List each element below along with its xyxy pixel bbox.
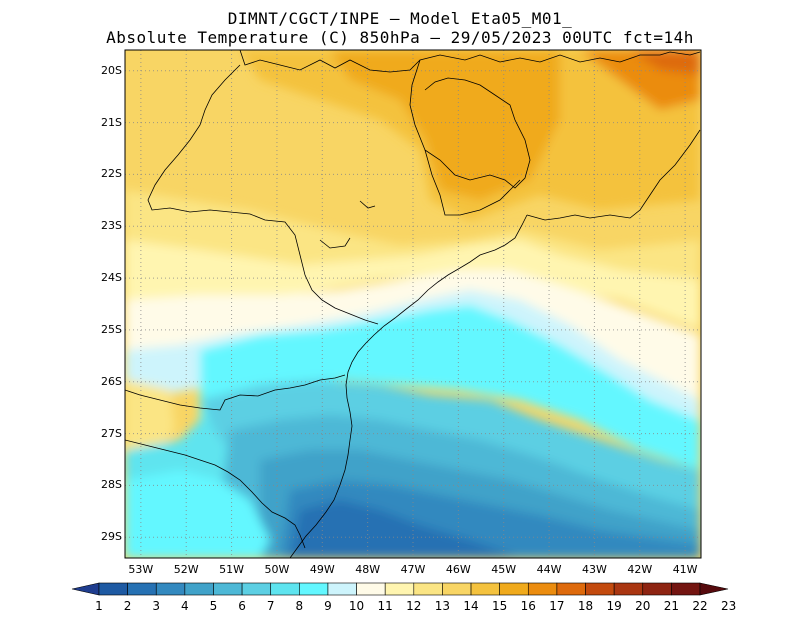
colorbar-swatch — [499, 582, 529, 596]
colorbar-tick-label: 8 — [295, 599, 304, 613]
colorbar-tick-label: 19 — [606, 599, 622, 613]
colorbar-min-arrow — [71, 582, 100, 596]
colorbar-tick-label: 4 — [181, 599, 189, 613]
temperature-field — [125, 50, 701, 558]
colorbar-tick-label: 16 — [520, 599, 536, 613]
coastline-borders — [125, 50, 701, 558]
colorbar-tick-label: 17 — [549, 599, 565, 613]
colorbar-swatch — [527, 582, 558, 596]
lat-label: 28S — [101, 478, 122, 492]
lon-label: 43W — [581, 563, 607, 576]
colorbar-tick-label: 22 — [692, 599, 708, 613]
lat-label: 21S — [101, 115, 122, 129]
colorbar-tick-label: 1 — [95, 599, 103, 613]
colorbar-tick-label: 6 — [238, 599, 246, 613]
colorbar-tick-label: 2 — [123, 599, 132, 613]
colorbar-tick-label: 15 — [492, 599, 508, 613]
colorbar-tick-label: 10 — [348, 599, 365, 613]
lon-label: 51W — [219, 563, 245, 576]
colorbar-swatch — [585, 582, 615, 596]
colorbar-swatch — [356, 582, 386, 596]
colorbar-swatch — [241, 582, 272, 596]
colorbar-swatch — [642, 582, 672, 596]
plot-frame — [124, 49, 702, 559]
colorbar-tick-label: 13 — [434, 599, 451, 613]
lon-label: 45W — [491, 563, 517, 576]
colorbar-swatch — [327, 582, 357, 596]
colorbar-tick-label: 7 — [266, 599, 275, 613]
colorbar-swatch — [213, 582, 243, 596]
map-gridlines — [125, 50, 701, 558]
lon-label: 50W — [264, 563, 290, 576]
colorbar-tick-label: 5 — [209, 599, 218, 613]
lon-label: 44W — [536, 563, 562, 576]
lon-label: 47W — [400, 563, 426, 576]
colorbar-tick-label: 21 — [663, 599, 680, 613]
colorbar-swatch — [613, 582, 644, 596]
colorbar-swatch — [556, 582, 586, 596]
colorbar-swatch — [671, 582, 701, 596]
colorbar-swatch — [413, 582, 443, 596]
lon-label: 49W — [309, 563, 335, 576]
colorbar-swatch — [442, 582, 472, 596]
lon-label: 42W — [627, 563, 653, 576]
colorbar-swatch — [470, 582, 500, 596]
figure-title-line2: Absolute Temperature (C) 850hPa – 29/05/… — [106, 28, 694, 47]
colorbar-swatch — [184, 582, 214, 596]
lon-label: 48W — [355, 563, 381, 576]
lon-label: 53W — [128, 563, 154, 576]
lat-label: 27S — [101, 426, 122, 440]
lat-label: 24S — [101, 271, 122, 285]
colorbar-swatch — [98, 582, 128, 596]
colorbar — [71, 582, 729, 596]
colorbar-tick-label: 11 — [377, 599, 393, 613]
colorbar-tick-label: 12 — [406, 599, 422, 613]
colorbar-tick-label: 9 — [324, 599, 332, 613]
colorbar-tick-label: 18 — [577, 599, 594, 613]
colorbar-swatch — [270, 582, 300, 596]
colorbar-swatch — [299, 582, 329, 596]
lon-label: 41W — [672, 563, 698, 576]
colorbar-swatch — [155, 582, 186, 596]
lat-label: 22S — [101, 167, 122, 181]
lat-label: 25S — [101, 322, 122, 336]
lon-label: 46W — [445, 563, 471, 576]
colorbar-tick-label: 14 — [463, 599, 479, 613]
colorbar-tick-label: 23 — [720, 599, 737, 613]
lat-label: 23S — [101, 219, 122, 233]
lon-label: 52W — [173, 563, 199, 576]
lat-label: 26S — [101, 374, 122, 388]
colorbar-tick-label: 20 — [635, 599, 651, 613]
colorbar-max-arrow — [699, 582, 729, 596]
figure-title-line1: DIMNT/CGCT/INPE – Model Eta05_M01_ — [227, 9, 573, 28]
colorbar-tick-label: 3 — [152, 599, 161, 613]
colorbar-swatch — [127, 582, 157, 596]
colorbar-swatch — [384, 582, 415, 596]
lat-label: 29S — [101, 530, 122, 544]
lat-label: 20S — [101, 63, 122, 77]
